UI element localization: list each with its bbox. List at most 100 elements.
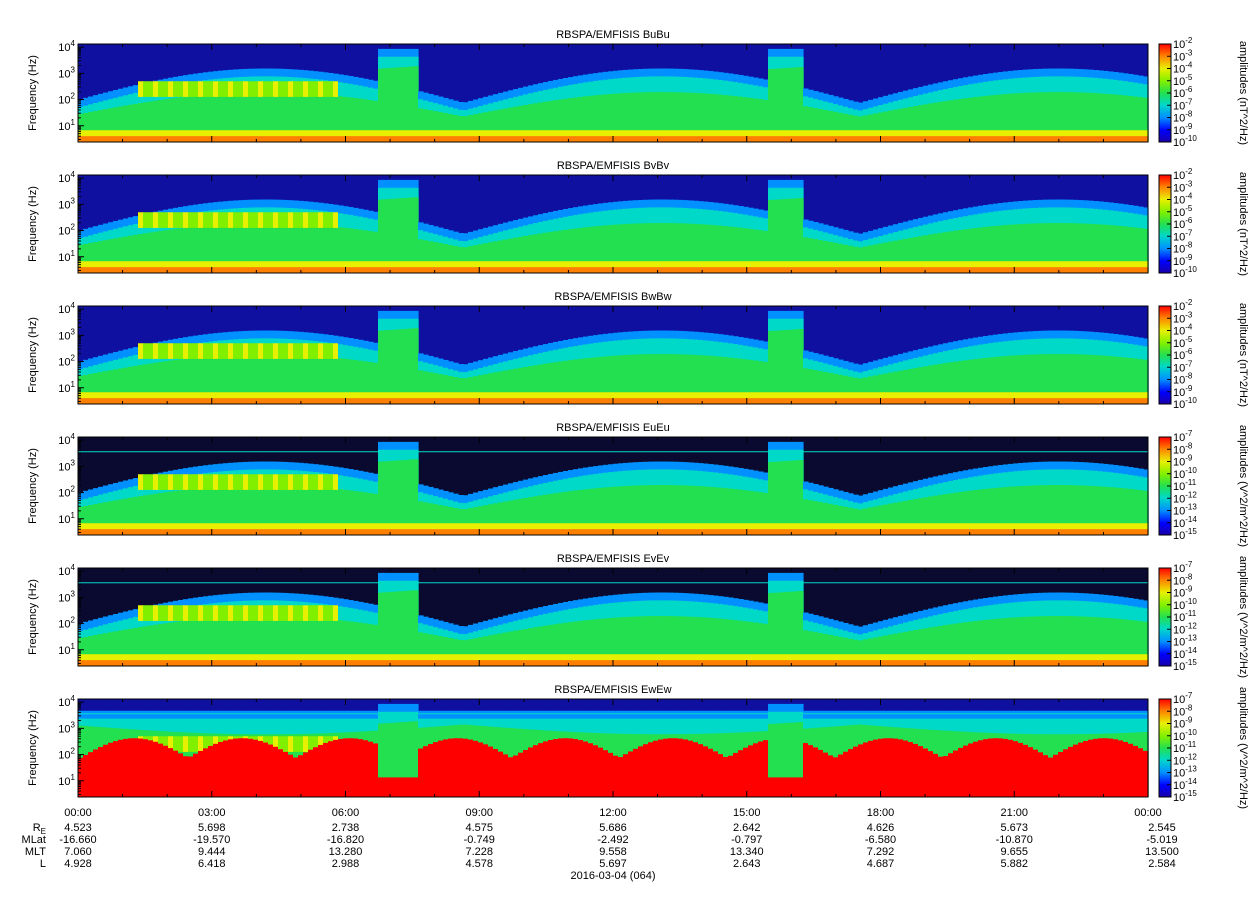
spectral-bin	[563, 529, 569, 535]
spectral-bin	[293, 343, 299, 359]
spectral-bin	[723, 136, 729, 142]
spectral-bin	[548, 529, 554, 535]
spectral-bin	[813, 267, 819, 273]
spectral-bin	[133, 660, 139, 666]
spectral-bin	[983, 398, 989, 404]
spectral-bin	[773, 136, 779, 142]
spectral-bin	[963, 136, 969, 142]
spectral-bin	[613, 529, 619, 535]
spectral-bin	[213, 212, 219, 228]
spectral-bin	[308, 81, 314, 97]
spectral-bin	[83, 136, 89, 142]
spectral-bin	[348, 136, 354, 142]
spectral-bin	[1028, 136, 1034, 142]
spectral-bin	[728, 136, 734, 142]
spectral-bin	[788, 529, 794, 535]
spectral-bin	[243, 136, 249, 142]
spectral-bin	[493, 136, 499, 142]
spectral-bin	[368, 529, 374, 535]
spectral-bin	[1003, 398, 1009, 404]
spectral-bin	[338, 136, 344, 142]
spectral-bin	[308, 136, 314, 142]
spectral-bin	[708, 529, 714, 535]
spectral-bin	[163, 343, 169, 359]
spectral-bin	[243, 474, 249, 490]
spectral-bin	[393, 267, 399, 273]
spectral-bin	[898, 136, 904, 142]
spectral-bin	[963, 267, 969, 273]
spectral-bin	[1028, 529, 1034, 535]
spectral-bin	[138, 212, 144, 228]
spectral-bin	[668, 398, 674, 404]
spectral-bin	[218, 212, 224, 228]
spectral-bin	[763, 267, 769, 273]
spectral-bin	[148, 267, 154, 273]
spectral-bin	[423, 136, 429, 142]
spectral-bin	[493, 398, 499, 404]
spectral-bin	[693, 529, 699, 535]
spectral-bin	[1028, 398, 1034, 404]
spectral-bin	[298, 474, 304, 490]
spectral-bin	[843, 267, 849, 273]
spectral-bin	[498, 267, 504, 273]
spectral-bin	[333, 474, 339, 490]
spectral-bin	[913, 529, 919, 535]
spectral-bin	[823, 136, 829, 142]
spectral-bin	[553, 136, 559, 142]
spectral-bin	[438, 398, 444, 404]
spectral-bin	[908, 529, 914, 535]
spectral-bin	[208, 136, 214, 142]
spectral-bin	[398, 398, 404, 404]
spectral-bin	[263, 267, 269, 273]
spectral-bin	[928, 136, 934, 142]
spectral-bin	[613, 267, 619, 273]
y-tick-label: 104	[58, 301, 75, 316]
spectral-bin	[238, 81, 244, 97]
spectral-bin	[208, 267, 214, 273]
spectral-bin	[418, 529, 424, 535]
spectral-bin	[718, 529, 724, 535]
spectral-bin	[708, 267, 714, 273]
spectral-bin	[438, 267, 444, 273]
spectral-bin	[228, 474, 234, 490]
spectral-bin	[133, 136, 139, 142]
spectral-bin	[88, 398, 94, 404]
spectral-bin	[913, 398, 919, 404]
spectral-bin	[328, 136, 334, 142]
spectral-bin	[703, 267, 709, 273]
spectral-bin	[333, 81, 339, 97]
spectral-bin	[148, 81, 154, 97]
spectral-bin	[1033, 529, 1039, 535]
spectral-bin	[388, 267, 394, 273]
spectral-bin	[433, 136, 439, 142]
spectral-bin	[1018, 529, 1024, 535]
spectral-bin	[278, 398, 284, 404]
spectral-bin	[688, 529, 694, 535]
spectral-bin	[273, 343, 279, 359]
spectral-bin	[173, 474, 179, 490]
spectral-bin	[793, 136, 799, 142]
spectral-bin	[538, 267, 544, 273]
spectral-bin	[858, 398, 864, 404]
spectral-bin	[263, 474, 269, 490]
spectral-bin	[528, 398, 534, 404]
spectral-bin	[358, 398, 364, 404]
spectral-bin	[1033, 267, 1039, 273]
spectral-bin	[773, 398, 779, 404]
spectral-bin	[783, 267, 789, 273]
spectral-bin	[1123, 529, 1129, 535]
y-tick-label: 103	[58, 327, 75, 342]
spectral-bin	[663, 398, 669, 404]
spectral-bin	[258, 81, 264, 97]
spectral-bin	[173, 529, 179, 535]
spectral-bin	[183, 474, 189, 490]
spectral-bin	[593, 267, 599, 273]
spectral-bin	[603, 267, 609, 273]
spectral-bin	[228, 529, 234, 535]
spectral-bin	[378, 529, 384, 535]
spectral-bin	[923, 398, 929, 404]
spectral-bin	[783, 398, 789, 404]
spectral-bin	[828, 267, 834, 273]
spectral-bin	[1008, 398, 1014, 404]
